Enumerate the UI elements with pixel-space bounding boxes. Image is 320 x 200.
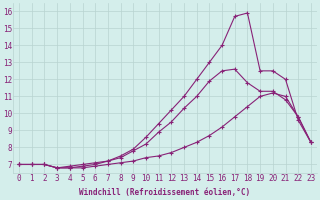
X-axis label: Windchill (Refroidissement éolien,°C): Windchill (Refroidissement éolien,°C) bbox=[79, 188, 251, 197]
